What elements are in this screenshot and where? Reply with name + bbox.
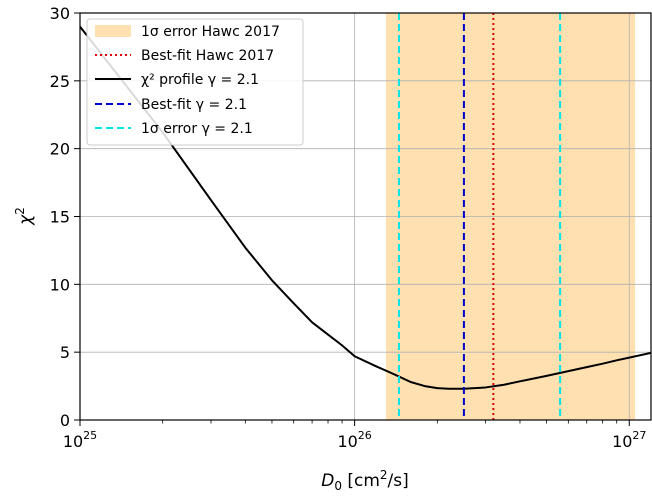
legend-label-hawc-bestfit: Best-fit Hawc 2017 [141, 48, 274, 64]
legend-box [86, 18, 304, 146]
y-tick-label-4: 20 [50, 140, 70, 159]
legend-label-bestfit: Best-fit γ = 2.1 [141, 97, 247, 113]
legend-label-profile: χ² profile γ = 2.1 [141, 72, 259, 88]
y-tick-label-6: 30 [50, 4, 70, 23]
x-tick-label-2: 1027 [612, 429, 646, 451]
y-tick-label-3: 15 [50, 208, 70, 227]
y-tick-label-0: 0 [60, 411, 70, 430]
legend-label-hawc-band: 1σ error Hawc 2017 [141, 24, 280, 40]
x-tick-label-1: 1026 [337, 429, 371, 451]
y-tick-label-5: 25 [50, 72, 70, 91]
y-tick-label-2: 10 [50, 275, 70, 294]
y-axis-label: χ2 [13, 207, 36, 226]
legend-swatch-hawc-band [95, 25, 131, 37]
y-tick-label-1: 5 [60, 343, 70, 362]
legend-label-error: 1σ error γ = 2.1 [141, 121, 253, 137]
x-tick-label-0: 1025 [63, 429, 97, 451]
x-axis-label: D0 [cm2/s] [321, 468, 409, 493]
chi2-profile-line [80, 25, 651, 390]
legend: 1σ error Hawc 2017 Best-fit Hawc 2017 χ²… [86, 18, 304, 146]
